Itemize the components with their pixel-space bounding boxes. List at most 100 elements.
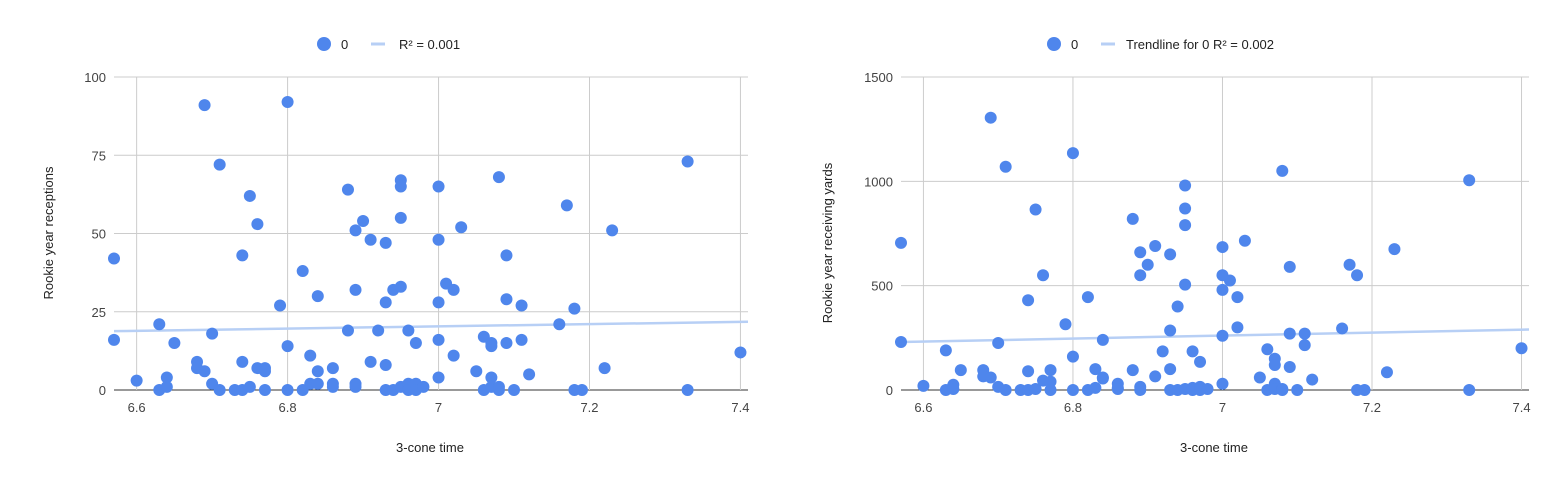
- data-point[interactable]: [274, 299, 287, 312]
- data-point[interactable]: [213, 158, 226, 171]
- data-point[interactable]: [984, 371, 997, 384]
- data-point[interactable]: [153, 318, 166, 331]
- data-point[interactable]: [258, 365, 271, 378]
- data-point[interactable]: [394, 211, 407, 224]
- data-point[interactable]: [1388, 243, 1401, 256]
- data-point[interactable]: [515, 299, 528, 312]
- data-point[interactable]: [1134, 384, 1147, 396]
- data-point[interactable]: [681, 155, 694, 168]
- data-point[interactable]: [1089, 363, 1102, 376]
- data-point[interactable]: [1283, 361, 1296, 374]
- data-point[interactable]: [992, 337, 1005, 350]
- data-point[interactable]: [1343, 258, 1356, 271]
- data-point[interactable]: [364, 233, 377, 246]
- data-point[interactable]: [954, 364, 967, 377]
- data-point[interactable]: [394, 180, 407, 193]
- data-point[interactable]: [198, 365, 211, 378]
- data-point[interactable]: [1306, 373, 1319, 386]
- data-point[interactable]: [372, 324, 385, 337]
- data-point[interactable]: [560, 199, 573, 212]
- data-point[interactable]: [1126, 212, 1139, 225]
- data-point[interactable]: [1231, 291, 1244, 304]
- data-point[interactable]: [470, 365, 483, 378]
- data-point[interactable]: [1037, 269, 1050, 282]
- data-point[interactable]: [326, 362, 339, 375]
- data-point[interactable]: [243, 189, 256, 202]
- data-point[interactable]: [1044, 384, 1057, 396]
- data-point[interactable]: [379, 358, 392, 371]
- data-point[interactable]: [1164, 248, 1177, 261]
- data-point[interactable]: [432, 371, 445, 384]
- data-point[interactable]: [500, 249, 513, 262]
- legend[interactable]: 0 R² = 0.001: [317, 37, 460, 52]
- data-point[interactable]: [455, 221, 468, 234]
- data-point[interactable]: [606, 224, 619, 237]
- data-point[interactable]: [349, 224, 362, 237]
- data-point[interactable]: [1276, 384, 1289, 396]
- data-point[interactable]: [236, 355, 249, 368]
- data-point[interactable]: [1156, 345, 1169, 358]
- data-point[interactable]: [999, 160, 1012, 173]
- data-point[interactable]: [1134, 246, 1147, 259]
- data-point[interactable]: [417, 380, 430, 393]
- data-point[interactable]: [1186, 345, 1199, 358]
- data-point[interactable]: [1336, 322, 1349, 335]
- data-point[interactable]: [1066, 147, 1079, 160]
- data-point[interactable]: [1298, 327, 1311, 340]
- data-point[interactable]: [1022, 294, 1035, 307]
- data-point[interactable]: [198, 99, 211, 112]
- data-point[interactable]: [432, 333, 445, 346]
- data-point[interactable]: [1216, 241, 1229, 254]
- data-point[interactable]: [1081, 291, 1094, 304]
- data-point[interactable]: [1164, 363, 1177, 376]
- data-point[interactable]: [432, 296, 445, 309]
- data-point[interactable]: [515, 333, 528, 346]
- data-point[interactable]: [206, 327, 219, 340]
- data-point[interactable]: [1283, 260, 1296, 273]
- data-point[interactable]: [523, 368, 536, 381]
- data-point[interactable]: [917, 379, 930, 392]
- data-point[interactable]: [1261, 343, 1274, 356]
- data-point[interactable]: [311, 290, 324, 303]
- data-point[interactable]: [1358, 384, 1371, 396]
- data-point[interactable]: [1044, 375, 1057, 388]
- data-point[interactable]: [939, 344, 952, 357]
- data-point[interactable]: [130, 374, 143, 387]
- data-point[interactable]: [1268, 358, 1281, 371]
- data-point[interactable]: [681, 384, 694, 396]
- data-point[interactable]: [1223, 274, 1236, 287]
- data-point[interactable]: [1238, 234, 1251, 247]
- data-point[interactable]: [236, 249, 249, 262]
- data-point[interactable]: [1022, 365, 1035, 378]
- data-point[interactable]: [1216, 377, 1229, 390]
- data-point[interactable]: [1029, 203, 1042, 216]
- data-point[interactable]: [1179, 278, 1192, 291]
- data-point[interactable]: [1066, 350, 1079, 363]
- data-point[interactable]: [341, 183, 354, 196]
- data-point[interactable]: [1216, 329, 1229, 342]
- data-point[interactable]: [500, 293, 513, 306]
- data-point[interactable]: [1194, 355, 1207, 368]
- data-point[interactable]: [326, 380, 339, 393]
- data-point[interactable]: [311, 377, 324, 390]
- data-point[interactable]: [108, 333, 120, 346]
- data-point[interactable]: [492, 171, 505, 184]
- data-point[interactable]: [1111, 382, 1124, 395]
- data-point[interactable]: [379, 236, 392, 249]
- data-point[interactable]: [1276, 164, 1289, 177]
- data-point[interactable]: [500, 337, 513, 350]
- data-point[interactable]: [1463, 384, 1476, 396]
- data-point[interactable]: [1179, 219, 1192, 232]
- data-point[interactable]: [447, 349, 460, 362]
- data-point[interactable]: [1164, 324, 1177, 337]
- data-point[interactable]: [984, 111, 997, 124]
- data-point[interactable]: [734, 346, 747, 359]
- data-point[interactable]: [485, 371, 498, 384]
- data-point[interactable]: [1126, 364, 1139, 377]
- data-point[interactable]: [379, 296, 392, 309]
- data-point[interactable]: [243, 380, 256, 393]
- data-point[interactable]: [1134, 269, 1147, 282]
- data-point[interactable]: [598, 362, 611, 375]
- data-point[interactable]: [447, 283, 460, 296]
- data-point[interactable]: [341, 324, 354, 337]
